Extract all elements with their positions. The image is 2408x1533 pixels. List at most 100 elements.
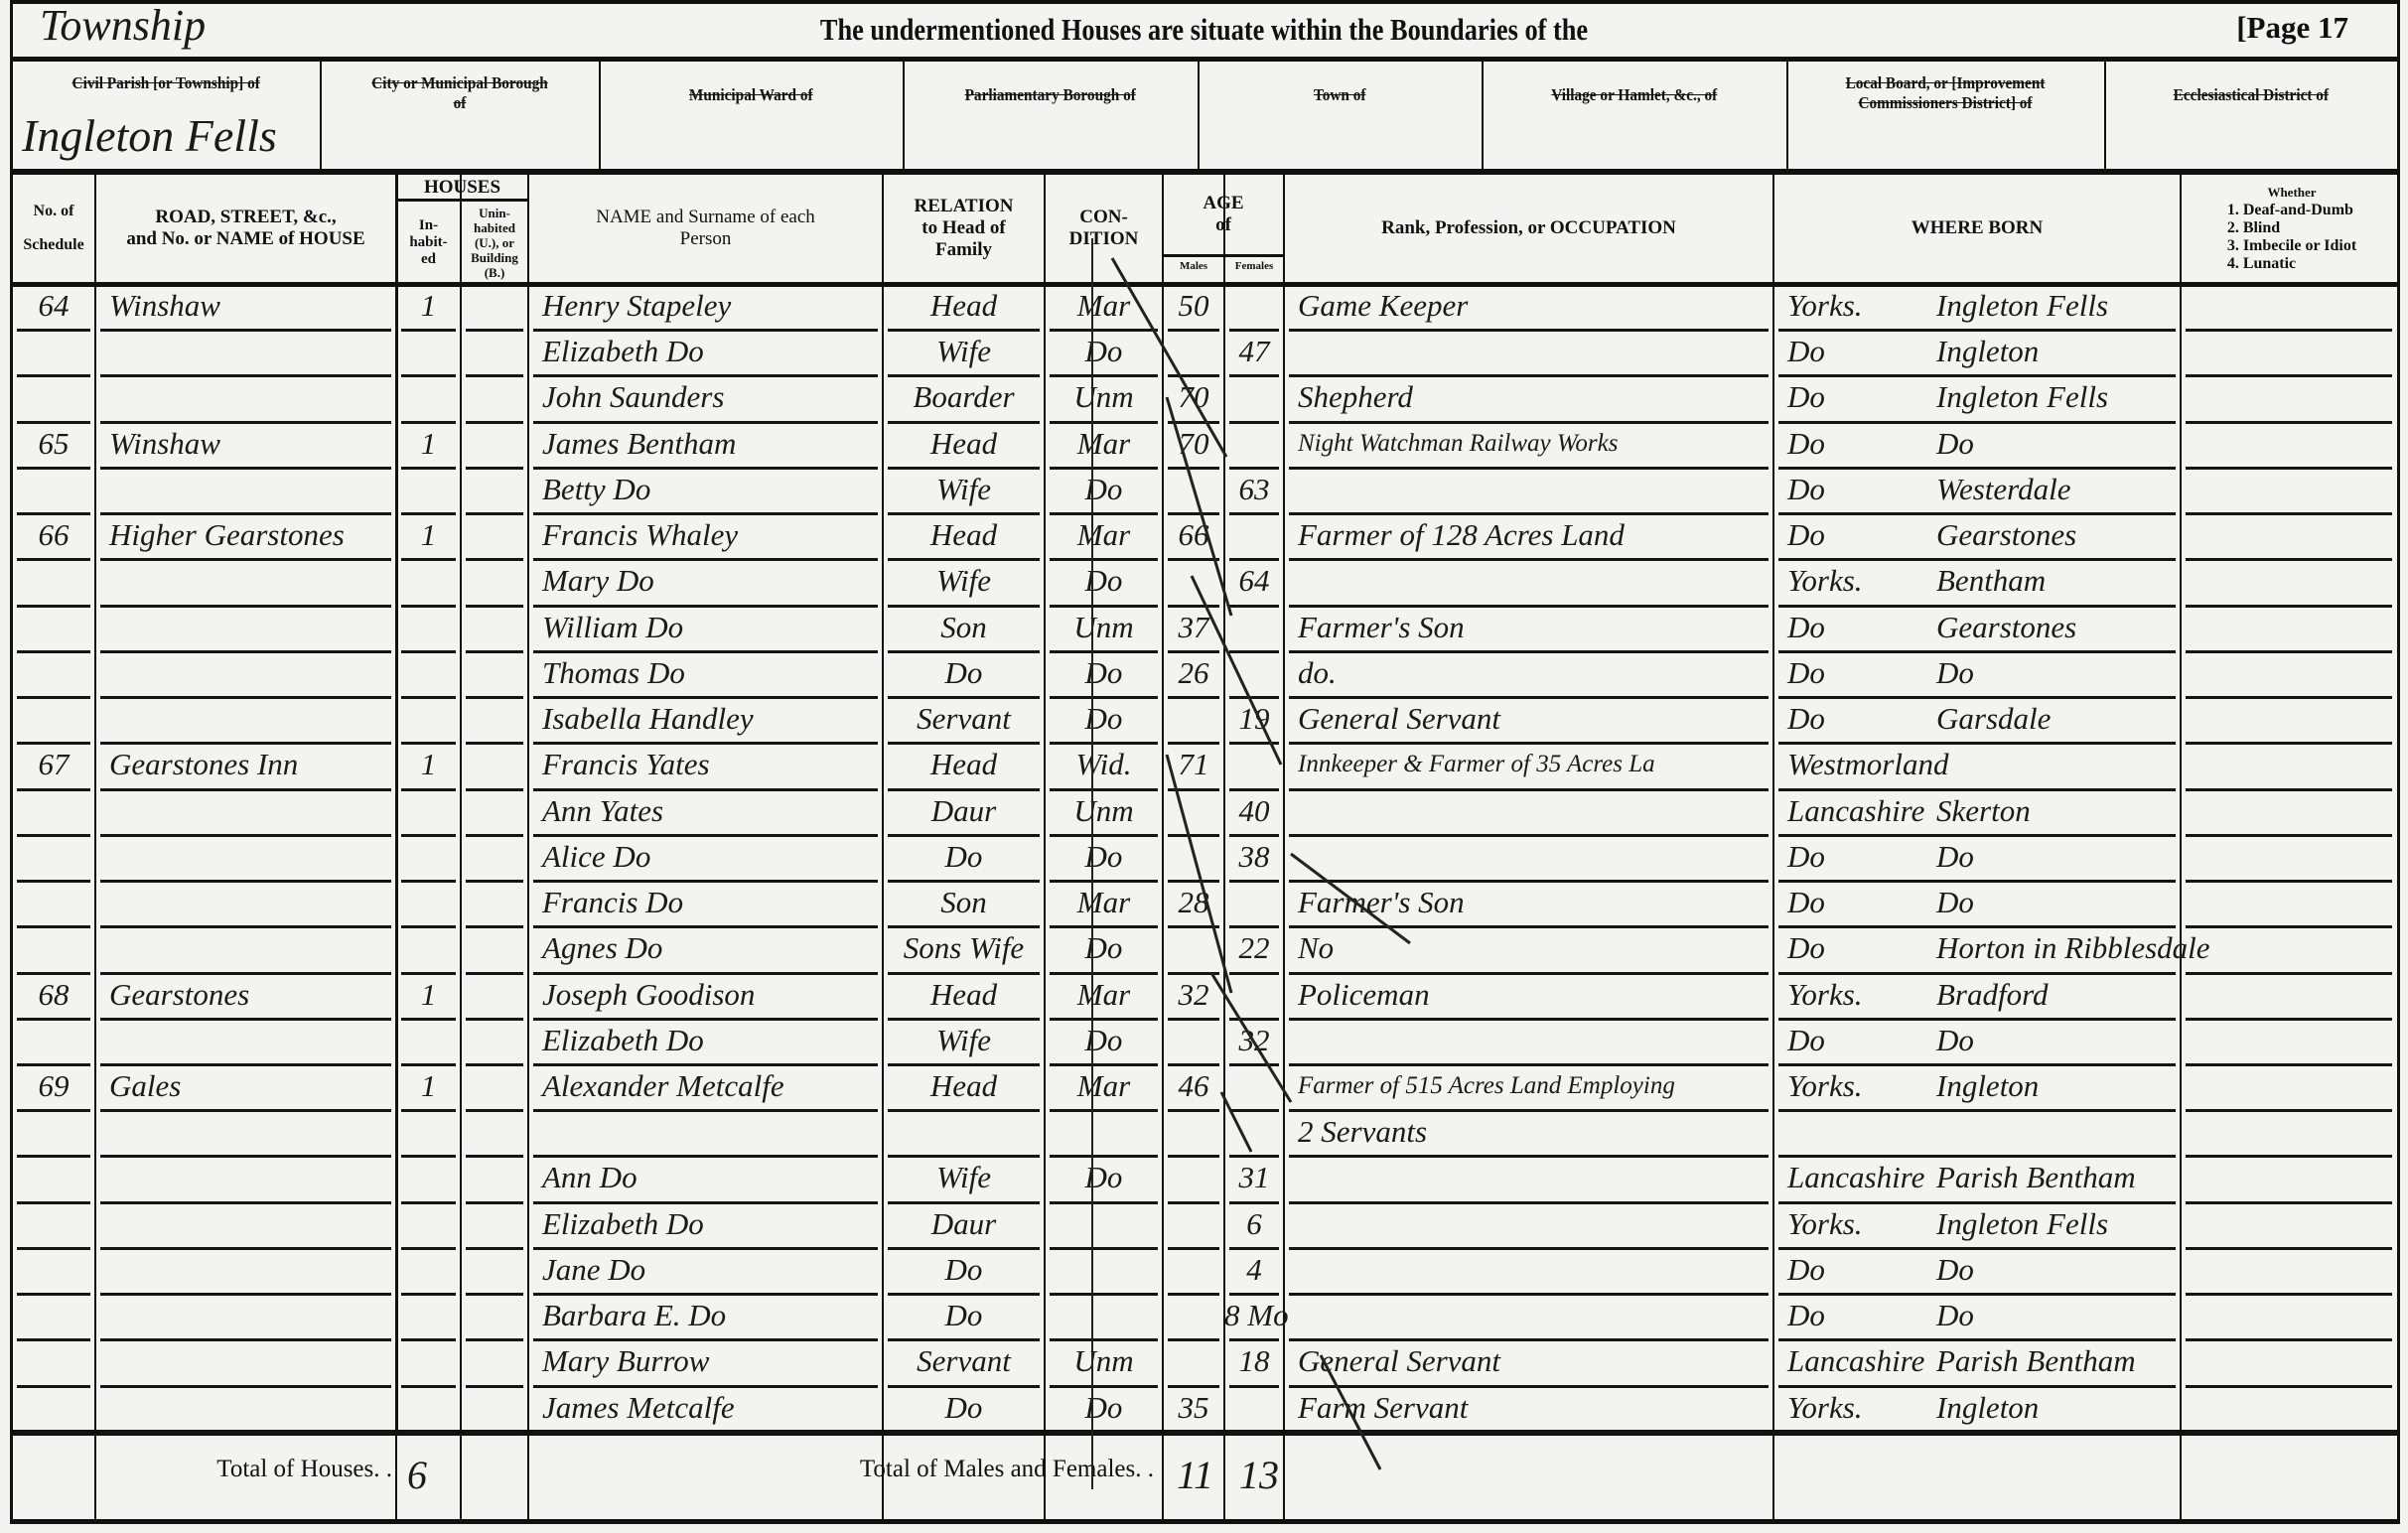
cell-female: 38 — [1224, 837, 1284, 884]
cell-road: Winshaw — [95, 286, 396, 333]
born-county: Do — [1787, 885, 1825, 920]
census-rows: 64 Winshaw 1 Henry Stapeley Head Mar 50 Game Ke… — [12, 286, 2400, 1435]
cell-road — [95, 653, 396, 700]
cell-name: Betty Do — [528, 470, 883, 516]
table-row: Isabella Handley Servant Do 19 General Serva… — [12, 699, 2400, 746]
boundary-label: City or Municipal Borough of — [370, 73, 548, 112]
cell-schedule — [12, 1021, 95, 1067]
cell-uninhabited — [461, 1204, 528, 1251]
cell-condition: Do — [1045, 1388, 1163, 1435]
cell-infirmity — [2181, 1341, 2397, 1388]
col-header-text: Schedule — [23, 236, 84, 253]
tally-stroke — [1319, 1354, 1382, 1470]
col-header-text: DITION — [1068, 228, 1139, 249]
cell-road: Winshaw — [95, 424, 396, 471]
col-header-relation: RELATION to Head of Family — [883, 175, 1045, 282]
table-row: Betty Do Wife Do 63 Do Westerdale — [12, 470, 2400, 516]
top-border — [10, 0, 2400, 4]
cell-female: 6 — [1224, 1204, 1284, 1251]
born-county: Lancashire — [1787, 792, 1925, 828]
age-subheader-rule — [1163, 254, 1284, 257]
cell-relation: Son — [883, 608, 1045, 654]
cell-name: Barbara E. Do — [528, 1296, 883, 1342]
cell-uninhabited — [461, 1066, 528, 1113]
table-row: Elizabeth Do Daur 6 Yorks. Ingleton Fells — [12, 1204, 2400, 1251]
cell-born: Westmorland — [1773, 745, 2181, 791]
tally-stroke — [1165, 396, 1233, 617]
table-row: 68 Gearstones 1 Joseph Goodison Head Mar 32 Pol… — [12, 975, 2400, 1021]
cell-schedule — [12, 608, 95, 654]
boundary-village-hamlet: Village or Hamlet, &c., of — [1482, 62, 1788, 171]
tally-stroke — [1219, 1091, 1253, 1153]
cell-male: 37 — [1163, 608, 1224, 654]
cell-inhabited — [396, 928, 461, 975]
column-divider — [1044, 175, 1046, 1520]
boundary-label: Civil Parish [or Township] of — [71, 73, 260, 92]
cell-inhabited: 1 — [396, 286, 461, 333]
column-divider — [460, 175, 462, 1520]
cell-uninhabited — [461, 286, 528, 333]
cell-condition: Do — [1045, 928, 1163, 975]
cell-condition: Do — [1045, 332, 1163, 378]
cell-relation: Do — [883, 1250, 1045, 1297]
cell-uninhabited — [461, 424, 528, 471]
born-county: Do — [1787, 1022, 1825, 1057]
cell-male — [1163, 1204, 1224, 1251]
cell-uninhabited — [461, 928, 528, 975]
cell-uninhabited — [461, 653, 528, 700]
column-divider — [1283, 175, 1285, 1520]
cell-road — [95, 1021, 396, 1067]
cell-road — [95, 699, 396, 746]
cell-name: Isabella Handley — [528, 699, 883, 746]
cell-occupation: Innkeeper & Farmer of 35 Acres La — [1284, 745, 1773, 791]
cell-born: Yorks. Ingleton — [1773, 1388, 2181, 1435]
born-place: Ingleton Fells — [1936, 288, 2109, 323]
cell-name: Mary Do — [528, 561, 883, 608]
cell-born: Do Do — [1773, 424, 2181, 471]
table-row: 69 Gales 1 Alexander Metcalfe Head Mar 46 Farme… — [12, 1066, 2400, 1113]
boundary-ecclesiastical-district: Ecclesiastical District of — [2104, 62, 2397, 171]
table-row: 67 Gearstones Inn 1 Francis Yates Head Wid. 71… — [12, 745, 2400, 791]
cell-inhabited — [396, 1388, 461, 1435]
cell-born: Do Horton in Ribblesdale — [1773, 928, 2210, 975]
cell-inhabited — [396, 1204, 461, 1251]
col-header-text: Person — [679, 228, 732, 249]
born-place: Skerton — [1936, 792, 2031, 828]
cell-male — [1163, 1250, 1224, 1297]
cell-male — [1163, 791, 1224, 838]
col-header-text: Whether — [2267, 185, 2317, 200]
col-header-where-born: WHERE BORN — [1911, 217, 2044, 238]
cell-relation: Do — [883, 1388, 1045, 1435]
handwritten-township-label: Township — [40, 1, 207, 50]
cell-schedule — [12, 653, 95, 700]
cell-road — [95, 1296, 396, 1342]
col-header-inhabited: In-habit-ed — [409, 216, 448, 267]
cell-uninhabited — [461, 1112, 528, 1159]
cell-condition: Do — [1045, 1158, 1163, 1204]
cell-condition: Do — [1045, 1021, 1163, 1067]
born-place: Bradford — [1936, 976, 2049, 1012]
boundary-town: Town of — [1198, 62, 1484, 171]
col-header-age: AGE of — [1163, 175, 1284, 254]
cell-inhabited — [396, 1296, 461, 1342]
cell-inhabited — [396, 837, 461, 884]
col-header-text: CON- — [1079, 207, 1128, 227]
cell-relation — [883, 1112, 1045, 1159]
born-place: Do — [1936, 838, 1974, 874]
cell-occupation — [1284, 1250, 1773, 1297]
col-header-schedule: No. of Schedule — [12, 175, 95, 282]
cell-born: Do Do — [1773, 653, 2181, 700]
boundary-label: Town of — [1313, 85, 1366, 104]
cell-male — [1163, 1021, 1224, 1067]
column-divider — [396, 175, 398, 1436]
table-row: 64 Winshaw 1 Henry Stapeley Head Mar 50 Game Ke… — [12, 286, 2400, 333]
table-row: Alice Do Do Do 38 Do Do — [12, 837, 2400, 884]
cell-inhabited — [396, 1021, 461, 1067]
col-header-females: Females — [1234, 260, 1274, 272]
cell-road: Gearstones Inn — [95, 745, 396, 791]
cell-female: 40 — [1224, 791, 1284, 838]
cell-female — [1224, 286, 1284, 333]
cell-occupation: General Servant — [1284, 699, 1773, 746]
cell-relation: Wife — [883, 332, 1045, 378]
